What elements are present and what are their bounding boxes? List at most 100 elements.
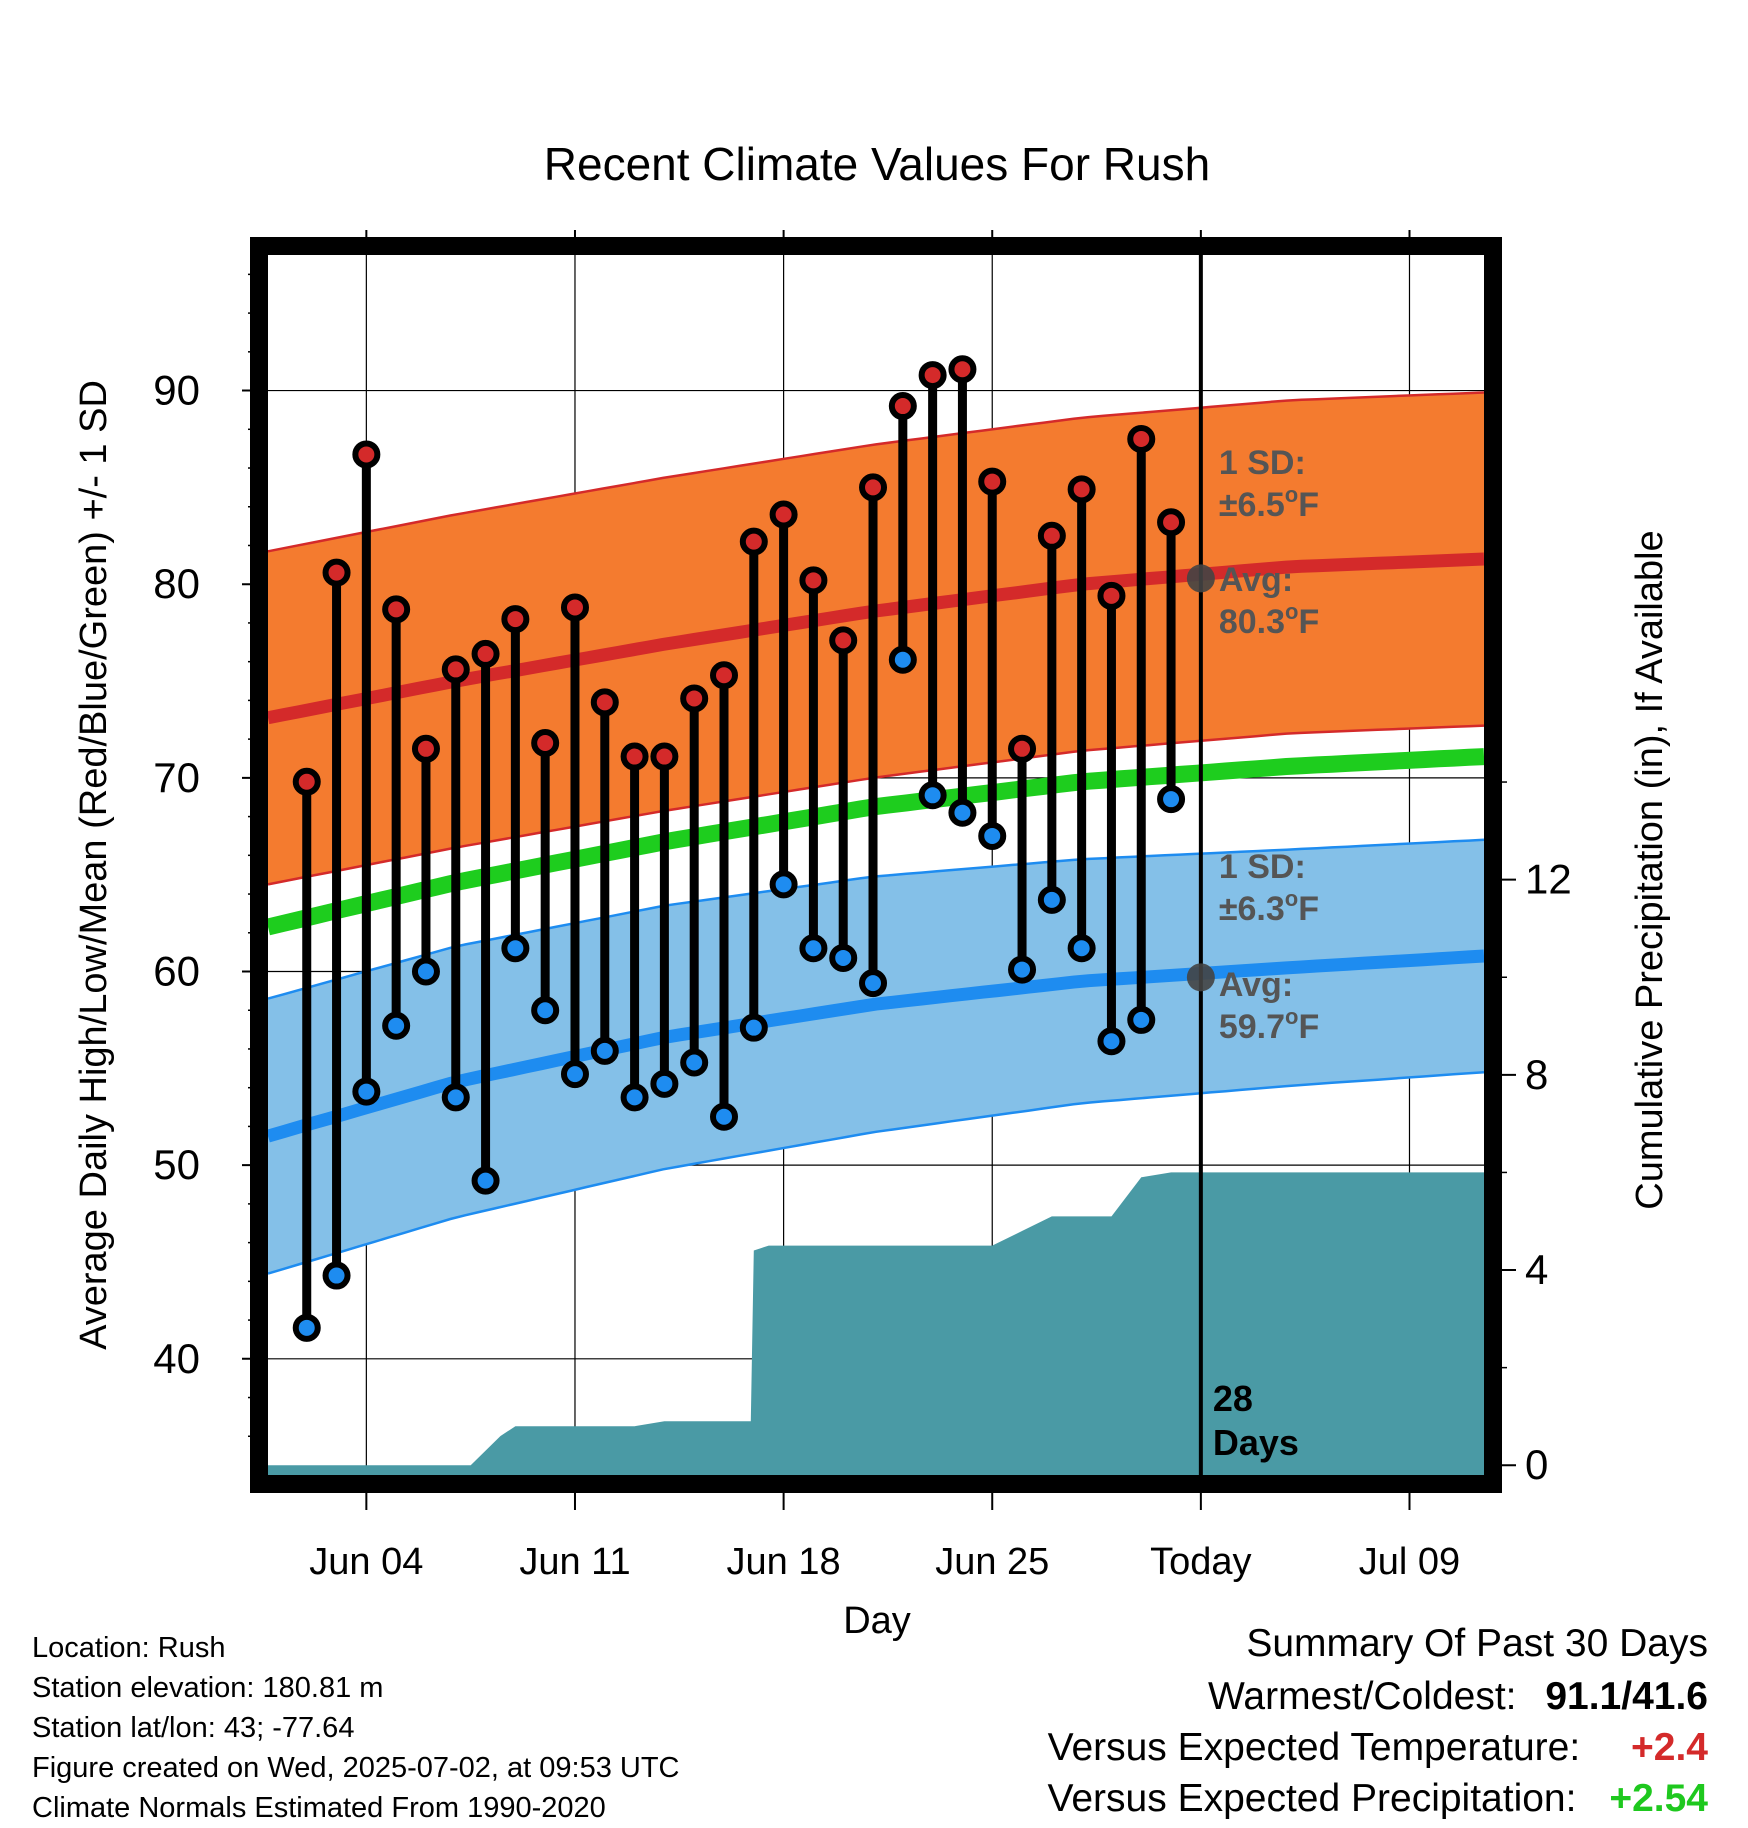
daily-high-point <box>799 566 828 595</box>
daily-high-point <box>382 595 411 624</box>
y-right-tick-label: 4 <box>1525 1246 1548 1293</box>
daily-low-point <box>859 969 888 998</box>
daily-low-point <box>1157 785 1186 814</box>
summary-heading: Summary Of Past 30 Days <box>1246 1622 1708 1666</box>
axis-ticks: 40 50 60 70 80 90 0 4 8 12 Jun 04 Jun 11 Jun 18 Jun 2… <box>153 230 1572 1583</box>
meta-normals: Climate Normals Estimated From 1990-2020 <box>32 1792 606 1824</box>
x-tick-label: Jun 11 <box>519 1541 630 1583</box>
daily-low-point <box>1127 1005 1156 1034</box>
meta-location: Location: Rush <box>32 1632 226 1664</box>
daily-high-point <box>322 558 351 587</box>
daily-low-point <box>352 1077 381 1106</box>
daily-high-point <box>1097 581 1126 610</box>
daily-high-point <box>1008 734 1037 763</box>
daily-low-point <box>1008 955 1037 984</box>
daily-high-point <box>680 684 709 713</box>
daily-high-point <box>620 742 649 771</box>
daily-low-point <box>382 1011 411 1040</box>
daily-low-point <box>441 1083 470 1112</box>
daily-low-point <box>948 798 977 827</box>
avg-low-line <box>266 949 1485 1143</box>
temp-value: +2.4 <box>1631 1726 1708 1769</box>
precip-value: +2.54 <box>1609 1777 1708 1820</box>
x-tick-label: Jul 09 <box>1359 1541 1460 1583</box>
daily-low-point <box>1097 1027 1126 1056</box>
low-avg-label: Avg: <box>1219 966 1293 1004</box>
daily-high-point <box>501 605 530 634</box>
daily-high-point <box>859 473 888 502</box>
days-count-label: Days <box>1213 1422 1299 1463</box>
daily-high-point <box>650 742 679 771</box>
days-count-number: 28 <box>1213 1378 1253 1419</box>
daily-low-point <box>739 1013 768 1042</box>
low-sd-lower-edge <box>267 1070 1485 1275</box>
daily-high-point <box>471 639 500 668</box>
plot-frame <box>250 237 1502 1493</box>
y-axis-right-label: Cumulative Precipitation (in), If Availa… <box>1629 530 1671 1209</box>
daily-high-point <box>590 688 619 717</box>
daily-low-point <box>799 934 828 963</box>
chart-title: Recent Climate Values For Rush <box>544 138 1210 190</box>
y-left-tick-label: 90 <box>153 367 200 414</box>
daily-high-point <box>739 527 768 556</box>
x-tick-label: Jun 18 <box>727 1541 841 1583</box>
y-left-tick-label: 50 <box>153 1141 200 1188</box>
high-sd-upper-edge <box>267 391 1485 553</box>
daily-low-point <box>769 870 798 899</box>
daily-high-point <box>531 729 560 757</box>
x-tick-label: Jun 25 <box>935 1541 1049 1583</box>
precip-label: Versus Expected Precipitation: <box>1047 1777 1577 1820</box>
high-sd-value: ±6.5oF <box>1219 482 1319 524</box>
daily-high-point <box>888 392 917 421</box>
precip-area-group <box>268 1172 1484 1481</box>
temp-label: Versus Expected Temperature: <box>1047 1726 1581 1769</box>
summary-heading-text: Summary Of Past 30 Days <box>1246 1622 1708 1665</box>
daily-high-point <box>1067 475 1096 504</box>
daily-low-point <box>501 934 530 963</box>
daily-high-point <box>1127 424 1156 453</box>
daily-low-point <box>560 1060 589 1089</box>
meta-elevation: Station elevation: 180.81 m <box>32 1672 384 1704</box>
daily-high-point <box>441 655 470 684</box>
daily-low-point <box>322 1261 351 1290</box>
y-left-tick-label: 70 <box>153 754 200 801</box>
daily-high-point <box>918 361 947 390</box>
high-avg-label: Avg: <box>1219 561 1293 599</box>
daily-low-point <box>650 1069 679 1098</box>
y-right-tick-label: 12 <box>1525 856 1572 903</box>
daily-high-point <box>710 661 738 690</box>
precip-area <box>268 1172 1484 1481</box>
avg-high-marker <box>1186 564 1215 593</box>
daily-low-point <box>680 1048 709 1077</box>
x-tick-label: Jun 04 <box>309 1541 423 1583</box>
y-left-tick-label: 80 <box>153 560 200 607</box>
daily-stems <box>302 364 1176 1333</box>
daily-high-point <box>829 626 858 655</box>
summary-precip: Versus Expected Precipitation: +2.54 <box>1048 1777 1709 1821</box>
daily-low-point <box>471 1166 500 1195</box>
warm-value: 91.1/41.6 <box>1545 1675 1708 1718</box>
low-sd-label: 1 SD: <box>1219 848 1306 886</box>
daily-low-point <box>918 781 947 810</box>
daily-high-point <box>978 467 1007 496</box>
high-sd-label: 1 SD: <box>1219 444 1306 482</box>
y-left-tick-label: 40 <box>153 1335 200 1382</box>
y-axis-left-label: Average Daily High/Low/Mean (Red/Blue/Gr… <box>73 380 115 1350</box>
daily-high-point <box>352 440 381 469</box>
daily-high-point <box>292 767 321 796</box>
avg-low-marker <box>1186 963 1215 992</box>
daily-high-point <box>769 500 798 529</box>
summary-temp: Versus Expected Temperature: +2.4 <box>1048 1726 1708 1770</box>
meta-created: Figure created on Wed, 2025-07-02, at 09… <box>32 1752 680 1784</box>
low-avg-value: 59.7oF <box>1219 1004 1319 1046</box>
daily-low-point <box>829 943 858 972</box>
daily-markers <box>292 355 1186 1342</box>
daily-low-point <box>411 957 440 986</box>
y-right-tick-label: 8 <box>1525 1051 1548 1098</box>
x-axis-label: Day <box>843 1600 911 1642</box>
daily-high-point <box>560 593 589 622</box>
y-right-tick-label: 0 <box>1525 1441 1548 1488</box>
